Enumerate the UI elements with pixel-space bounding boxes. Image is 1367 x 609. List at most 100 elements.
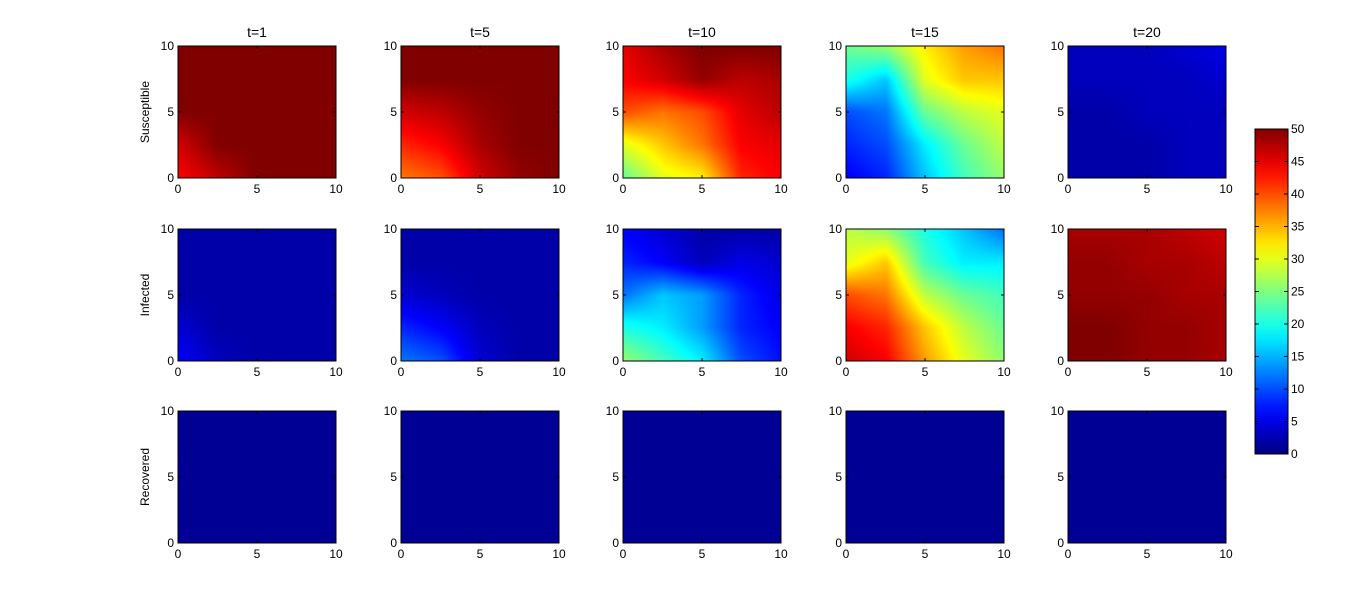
heatmap-surface bbox=[846, 229, 1004, 361]
x-tick-label: 0 bbox=[843, 365, 850, 379]
heatmap-surface bbox=[846, 411, 1004, 543]
x-tick-label: 5 bbox=[477, 182, 484, 196]
y-tick-label: 0 bbox=[835, 171, 842, 185]
heatmap-panel-susceptible-3: 0 5 10 0 5 10 t=10 bbox=[606, 24, 788, 196]
x-tick-label: 0 bbox=[620, 365, 627, 379]
colorbar-tick-label: 0 bbox=[1291, 447, 1298, 461]
y-tick-label: 10 bbox=[1051, 39, 1065, 53]
y-tick-label: 0 bbox=[167, 171, 174, 185]
x-tick-label: 0 bbox=[398, 182, 405, 196]
x-tick-label: 10 bbox=[329, 182, 343, 196]
x-tick-label: 10 bbox=[997, 365, 1011, 379]
x-tick-label: 0 bbox=[175, 182, 182, 196]
y-tick-label: 5 bbox=[835, 105, 842, 119]
x-tick-label: 0 bbox=[1065, 182, 1072, 196]
x-tick-label: 5 bbox=[922, 365, 929, 379]
heatmap-panel-infected-2: 0 5 10 0 5 10 bbox=[384, 222, 566, 379]
heatmap-panel-recovered-4: 0 5 10 0 5 10 bbox=[829, 404, 1011, 561]
heatmap-surface bbox=[846, 46, 1004, 178]
y-tick-label: 10 bbox=[384, 222, 398, 236]
colorbar-tick-label: 40 bbox=[1291, 187, 1305, 201]
y-tick-label: 5 bbox=[1057, 470, 1064, 484]
x-tick-label: 10 bbox=[997, 182, 1011, 196]
column-title: t=20 bbox=[1133, 24, 1161, 40]
x-tick-label: 10 bbox=[552, 365, 566, 379]
heatmap-panel-susceptible-5: 0 5 10 0 5 10 t=20 bbox=[1051, 24, 1233, 196]
x-tick-label: 5 bbox=[699, 547, 706, 561]
x-tick-label: 0 bbox=[1065, 365, 1072, 379]
y-tick-label: 5 bbox=[390, 105, 397, 119]
y-tick-label: 10 bbox=[1051, 222, 1065, 236]
y-tick-label: 0 bbox=[390, 354, 397, 368]
heatmap-surface bbox=[1068, 46, 1226, 178]
colorbar-tick-label: 45 bbox=[1291, 155, 1305, 169]
y-tick-label: 5 bbox=[167, 105, 174, 119]
x-tick-label: 10 bbox=[552, 182, 566, 196]
heatmap-surface bbox=[623, 229, 781, 361]
row-label: Recovered bbox=[138, 448, 152, 506]
y-tick-label: 5 bbox=[167, 288, 174, 302]
y-tick-label: 0 bbox=[835, 536, 842, 550]
heatmap-panel-infected-4: 0 5 10 0 5 10 bbox=[829, 222, 1011, 379]
x-tick-label: 0 bbox=[398, 547, 405, 561]
y-tick-label: 0 bbox=[612, 171, 619, 185]
y-tick-label: 10 bbox=[829, 222, 843, 236]
x-tick-label: 0 bbox=[175, 547, 182, 561]
y-tick-label: 10 bbox=[161, 222, 175, 236]
heatmap-panel-recovered-5: 0 5 10 0 5 10 bbox=[1051, 404, 1233, 561]
x-tick-label: 10 bbox=[774, 365, 788, 379]
x-tick-label: 10 bbox=[997, 547, 1011, 561]
x-tick-label: 5 bbox=[477, 547, 484, 561]
heatmap-panel-susceptible-2: 0 5 10 0 5 10 t=5 bbox=[384, 24, 566, 196]
heatmap-surface bbox=[401, 411, 559, 543]
colorbar-tick-label: 35 bbox=[1291, 220, 1305, 234]
x-tick-label: 5 bbox=[254, 547, 261, 561]
heatmap-panel-recovered-3: 0 5 10 0 5 10 bbox=[606, 404, 788, 561]
heatmap-panel-infected-3: 0 5 10 0 5 10 bbox=[606, 222, 788, 379]
colorbar-tick-label: 25 bbox=[1291, 285, 1305, 299]
y-tick-label: 10 bbox=[606, 404, 620, 418]
x-tick-label: 5 bbox=[1144, 547, 1151, 561]
heatmap-panel-recovered-1: 0 5 10 0 5 10 Recovered bbox=[138, 404, 343, 561]
y-tick-label: 0 bbox=[1057, 354, 1064, 368]
column-title: t=1 bbox=[247, 24, 267, 40]
y-tick-label: 0 bbox=[1057, 536, 1064, 550]
y-tick-label: 5 bbox=[1057, 288, 1064, 302]
x-tick-label: 10 bbox=[329, 547, 343, 561]
y-tick-label: 5 bbox=[835, 470, 842, 484]
heatmap-panel-infected-1: 0 5 10 0 5 10 Infected bbox=[138, 222, 343, 379]
heatmap-surface bbox=[401, 229, 559, 361]
y-tick-label: 10 bbox=[161, 39, 175, 53]
y-tick-label: 10 bbox=[606, 222, 620, 236]
y-tick-label: 10 bbox=[384, 404, 398, 418]
x-tick-label: 10 bbox=[774, 182, 788, 196]
heatmap-panel-recovered-2: 0 5 10 0 5 10 bbox=[384, 404, 566, 561]
heatmap-surface bbox=[178, 411, 336, 543]
y-tick-label: 5 bbox=[167, 470, 174, 484]
colorbar-gradient bbox=[1255, 129, 1288, 454]
y-tick-label: 5 bbox=[835, 288, 842, 302]
y-tick-label: 5 bbox=[612, 470, 619, 484]
heatmap-surface bbox=[401, 46, 559, 178]
y-tick-label: 10 bbox=[829, 404, 843, 418]
column-title: t=10 bbox=[688, 24, 716, 40]
x-tick-label: 5 bbox=[699, 365, 706, 379]
y-tick-label: 0 bbox=[612, 354, 619, 368]
heatmap-surface bbox=[623, 46, 781, 178]
y-tick-label: 10 bbox=[829, 39, 843, 53]
x-tick-label: 10 bbox=[1219, 182, 1233, 196]
colorbar-tick-label: 30 bbox=[1291, 252, 1305, 266]
y-tick-label: 0 bbox=[167, 354, 174, 368]
column-title: t=15 bbox=[911, 24, 939, 40]
y-tick-label: 10 bbox=[606, 39, 620, 53]
y-tick-label: 5 bbox=[1057, 105, 1064, 119]
heatmap-surface bbox=[623, 411, 781, 543]
x-tick-label: 5 bbox=[254, 365, 261, 379]
x-tick-label: 5 bbox=[477, 365, 484, 379]
heatmap-surface bbox=[1068, 411, 1226, 543]
y-tick-label: 5 bbox=[612, 105, 619, 119]
x-tick-label: 0 bbox=[843, 182, 850, 196]
row-label: Infected bbox=[138, 274, 152, 317]
heatmap-surface bbox=[178, 46, 336, 178]
